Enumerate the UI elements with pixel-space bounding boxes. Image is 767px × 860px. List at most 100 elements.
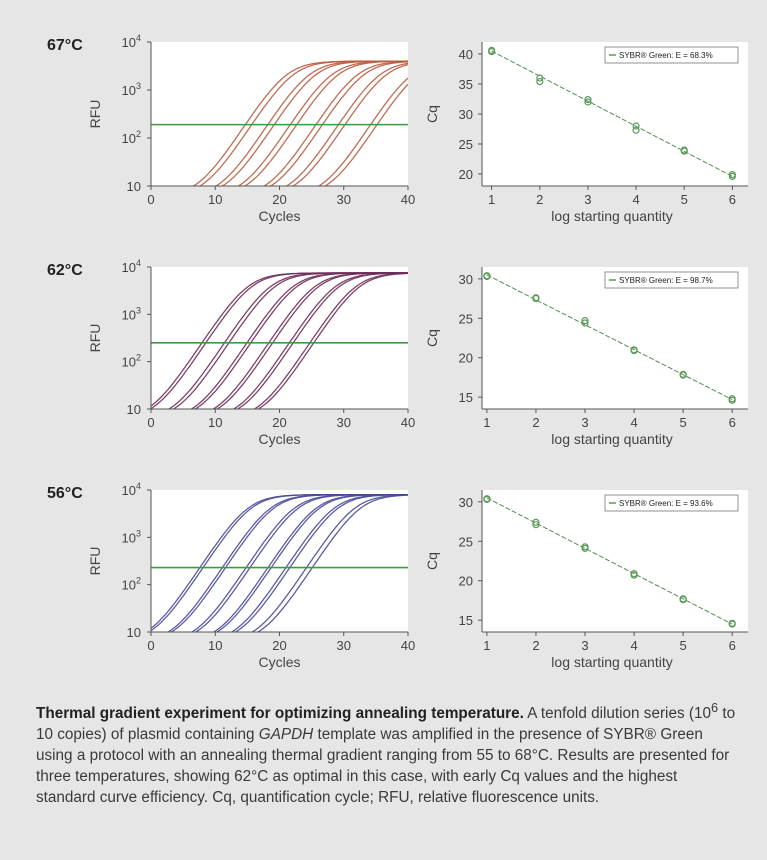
x-tick-label: 1 xyxy=(488,192,495,207)
y-axis-title: RFU xyxy=(87,100,103,129)
standard-curve-fit-line xyxy=(486,497,733,625)
legend-box xyxy=(604,46,739,64)
x-axis-title: log starting quantity xyxy=(551,654,672,670)
amplification-curve xyxy=(215,493,408,632)
x-tick-label: 0 xyxy=(147,192,154,207)
data-point xyxy=(488,47,496,56)
temperature-label: 56°C xyxy=(47,485,83,502)
data-point xyxy=(483,272,491,281)
amplification-curve xyxy=(215,272,408,409)
x-tick-label: 3 xyxy=(584,192,591,207)
y-tick-label: 35 xyxy=(459,77,473,92)
y-tick-label: 103 xyxy=(122,81,141,98)
x-axis-title: log starting quantity xyxy=(551,208,672,224)
y-axis-title: RFU xyxy=(87,324,103,353)
x-axis-title: Cycles xyxy=(258,431,300,447)
data-point xyxy=(584,98,592,106)
x-tick-label: 5 xyxy=(680,415,687,430)
data-point xyxy=(632,122,640,130)
y-tick-label: 25 xyxy=(459,137,473,152)
y-tick-exponent: 4 xyxy=(136,33,141,43)
curve-group xyxy=(151,272,408,409)
curve-group xyxy=(192,60,408,186)
data-point xyxy=(483,495,491,504)
x-tick-label: 10 xyxy=(208,415,222,430)
x-tick-label: 10 xyxy=(208,638,222,653)
y-tick-exponent: 2 xyxy=(136,353,141,363)
y-tick-label: 10 xyxy=(127,179,141,194)
y-tick-base: 10 xyxy=(122,578,136,593)
standard-curve-plot: 1 2 3 4 5 6 15 20 25 30 log starting quantity Cq SYB… xyxy=(424,267,748,447)
plot-area xyxy=(151,267,408,409)
amplification-curve xyxy=(253,272,408,409)
y-tick-label: 104 xyxy=(122,258,141,275)
y-tick-label: 102 xyxy=(122,353,141,370)
y-tick-exponent: 3 xyxy=(136,305,141,315)
y-tick-label: 20 xyxy=(459,574,473,589)
amplification-curve xyxy=(256,494,408,632)
y-tick-exponent: 3 xyxy=(136,81,141,91)
caption-gene-name: GAPDH xyxy=(258,726,314,744)
y-tick-base: 10 xyxy=(127,402,141,417)
x-tick-label: 20 xyxy=(272,638,286,653)
x-tick-label: 3 xyxy=(581,415,588,430)
y-tick-base: 10 xyxy=(122,260,136,275)
amplification-curve xyxy=(237,60,408,186)
y-tick-label: 30 xyxy=(459,495,473,510)
legend-label: SYBR® Green: E = 93.6% xyxy=(619,499,713,508)
caption-superscript: 6 xyxy=(710,700,719,715)
caption-text-3: template was amplified in the presence o… xyxy=(36,726,730,807)
x-tick-label: 30 xyxy=(337,638,351,653)
y-tick-label: 40 xyxy=(459,47,473,62)
temperature-label: 67°C xyxy=(47,37,83,54)
x-tick-label: 0 xyxy=(147,415,154,430)
amplification-curve xyxy=(243,60,408,186)
x-tick-label: 1 xyxy=(483,638,490,653)
data-point xyxy=(584,95,592,104)
amplification-curve xyxy=(317,77,408,186)
x-tick-label: 5 xyxy=(681,192,688,207)
x-tick-label: 2 xyxy=(536,192,543,207)
y-tick-base: 10 xyxy=(122,131,136,146)
y-axis-title: RFU xyxy=(87,547,103,576)
y-tick-base: 10 xyxy=(122,83,136,98)
x-tick-label: 0 xyxy=(147,638,154,653)
standard-curve-fit-line xyxy=(491,50,733,177)
data-point xyxy=(680,147,688,155)
y-tick-exponent: 2 xyxy=(136,129,141,139)
legend-box xyxy=(604,494,739,512)
amplification-curve xyxy=(262,60,408,186)
caption-title: Thermal gradient experiment for optimizi… xyxy=(36,705,524,723)
y-tick-label: 10 xyxy=(127,402,141,417)
temperature-label: 62°C xyxy=(47,262,83,279)
amplification-curve xyxy=(251,494,408,632)
y-tick-base: 10 xyxy=(127,179,141,194)
y-tick-label: 104 xyxy=(122,481,141,498)
y-tick-label: 25 xyxy=(459,311,473,326)
amplification-curve xyxy=(323,83,408,186)
plot-area xyxy=(482,490,748,632)
y-tick-base: 10 xyxy=(122,355,136,370)
x-tick-label: 2 xyxy=(532,638,539,653)
y-tick-label: 103 xyxy=(122,305,141,322)
plot-area xyxy=(151,490,408,632)
y-tick-exponent: 2 xyxy=(136,576,141,586)
data-point xyxy=(581,544,589,552)
y-tick-label: 30 xyxy=(459,107,473,122)
x-tick-label: 40 xyxy=(401,192,415,207)
data-point xyxy=(679,596,687,604)
x-tick-label: 30 xyxy=(337,415,351,430)
x-tick-label: 6 xyxy=(729,415,736,430)
x-axis-title: log starting quantity xyxy=(551,431,672,447)
x-tick-label: 6 xyxy=(729,192,736,207)
amplification-curve xyxy=(291,63,408,186)
data-point xyxy=(630,571,638,579)
data-point xyxy=(728,620,736,628)
x-tick-label: 20 xyxy=(272,415,286,430)
standard-curve-plot: 1 2 3 4 5 6 20 25 30 35 40 log starting quantity Cq S… xyxy=(424,42,748,224)
y-tick-base: 10 xyxy=(122,530,136,545)
x-tick-label: 20 xyxy=(272,192,286,207)
amplification-curve xyxy=(285,62,408,186)
